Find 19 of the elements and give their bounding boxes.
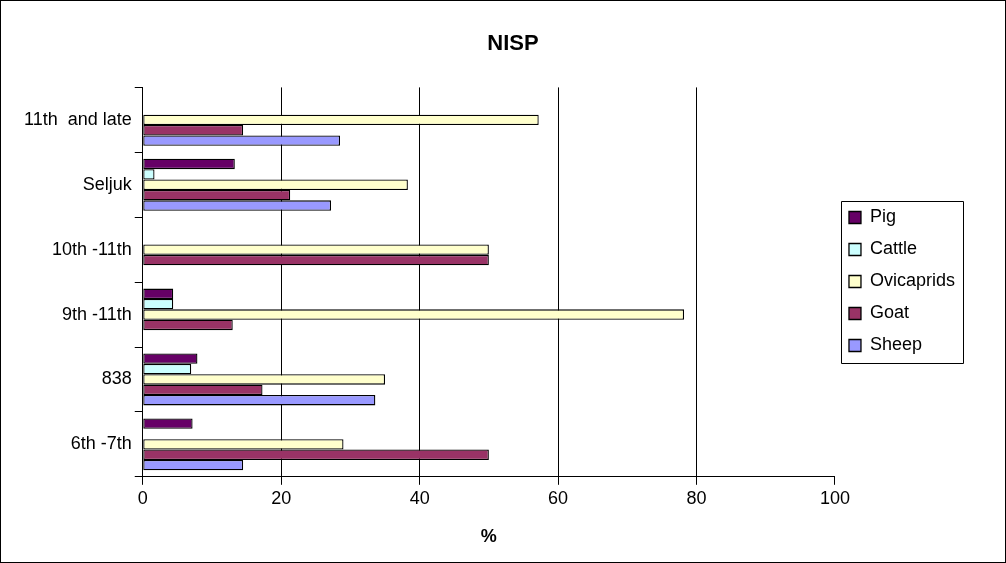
y-tick-label: 11th and late [23, 108, 132, 129]
legend-label: Pig [869, 206, 896, 227]
legend-label: Sheep [869, 334, 923, 355]
x-tick-label: 0 [137, 487, 148, 508]
chart-title: NISP [487, 30, 539, 56]
x-tick-label: 100 [819, 487, 850, 508]
x-tick-label: 60 [548, 487, 569, 508]
y-tick-label: 10th -11th [52, 238, 132, 259]
x-tick-label: 80 [686, 487, 707, 508]
y-tick-label: 9th -11th [62, 303, 132, 324]
y-tick-label: 838 [101, 368, 132, 389]
x-axis-title: % [480, 526, 497, 547]
legend-label: Cattle [869, 238, 918, 259]
legend-label: Ovicaprids [869, 270, 956, 291]
y-tick-label: 6th -7th [70, 433, 132, 454]
legend-label: Goat [869, 302, 910, 323]
x-tick-label: 20 [271, 487, 292, 508]
x-tick-label: 40 [409, 487, 430, 508]
y-tick-label: Seljuk [82, 173, 133, 194]
